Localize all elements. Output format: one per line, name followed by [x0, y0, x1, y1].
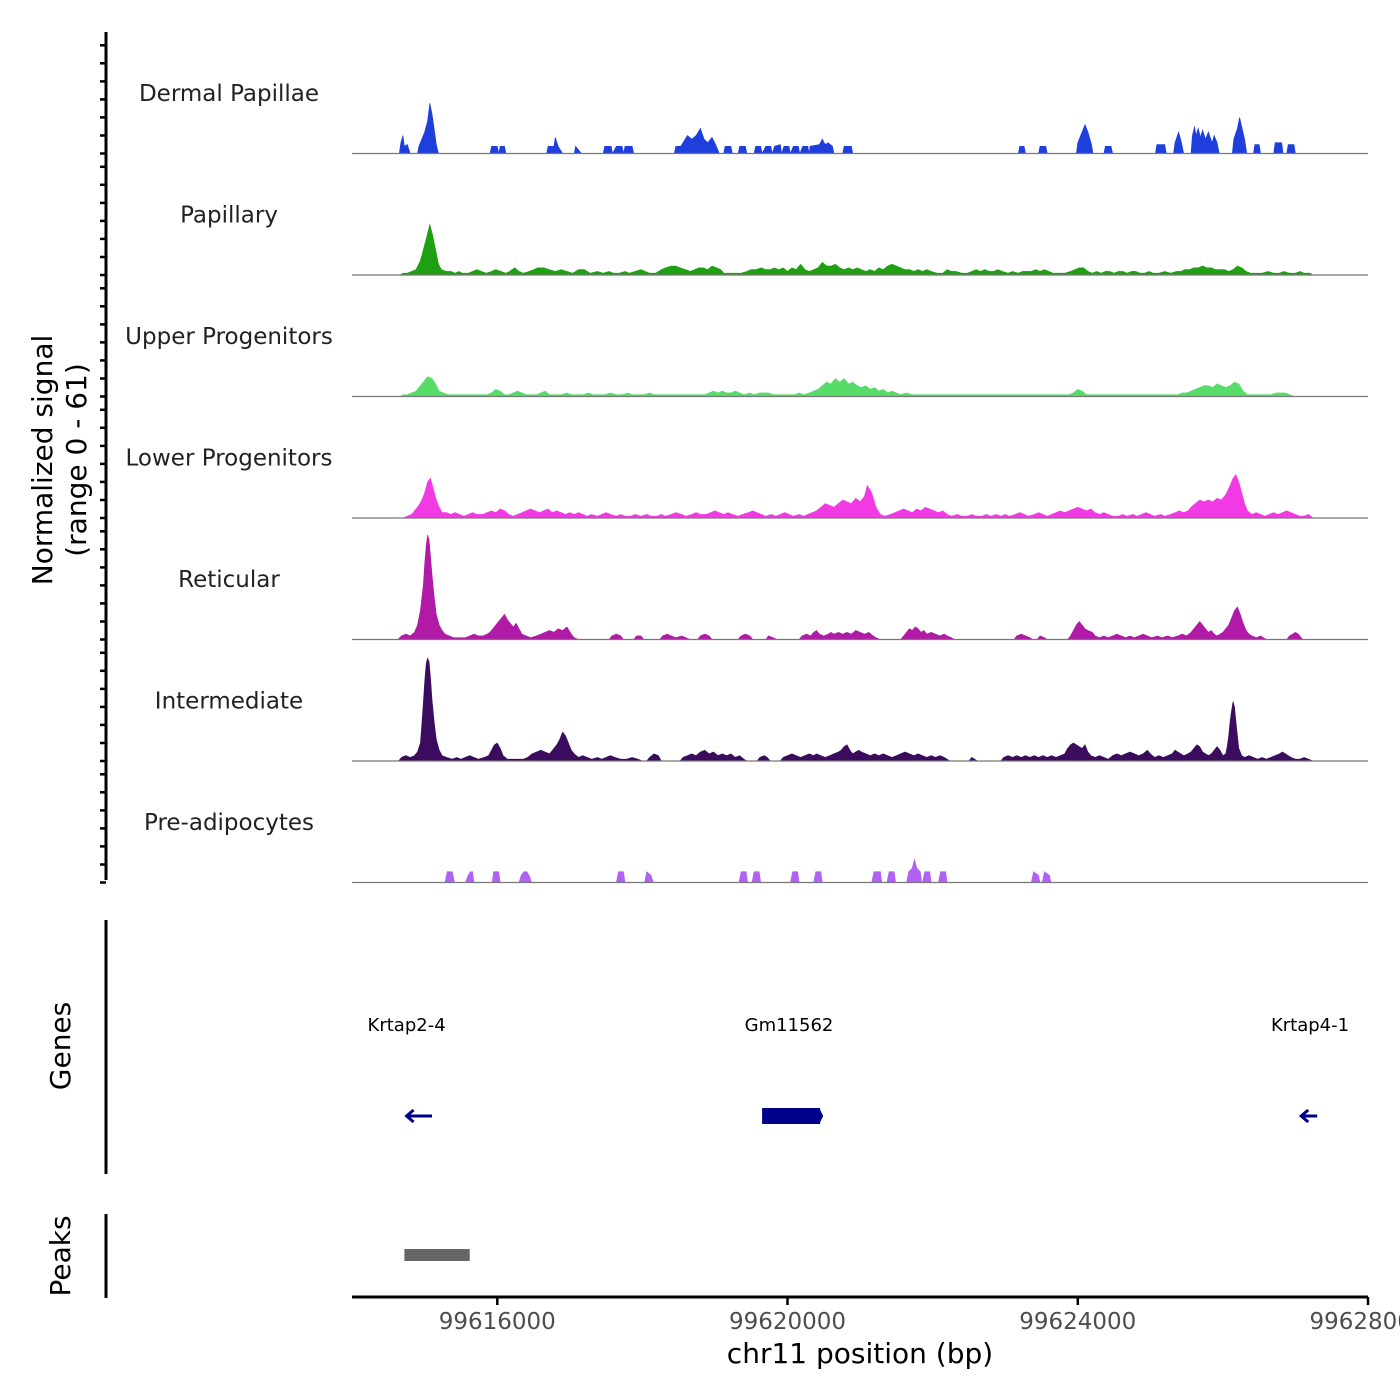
track-intermediate: Intermediate — [155, 657, 1368, 762]
gene-label: Krtap2-4 — [368, 1015, 446, 1036]
x-axis-title: chr11 position (bp) — [727, 1337, 993, 1370]
x-tick-label: 99624000 — [1019, 1309, 1136, 1335]
gene-body — [762, 1108, 821, 1124]
strand-arrow — [1298, 1108, 1310, 1124]
track-label: Lower Progenitors — [126, 445, 333, 471]
strand-arrow — [819, 1108, 824, 1124]
strand-arrow — [404, 1108, 415, 1124]
peak-region — [404, 1249, 470, 1261]
signal-area — [398, 376, 1295, 397]
gene-krtap2-4: Krtap2-4 — [368, 1015, 446, 1124]
gene-annotations: Krtap2-4 Gm11562 Krtap4-1 — [368, 1015, 1349, 1124]
tracks-y-axis-ticks — [100, 44, 106, 884]
track-label: Upper Progenitors — [125, 324, 333, 350]
peaks-panel-label: Peaks — [44, 1215, 77, 1296]
track-dermal-papillae: Dermal Papillae — [139, 81, 1368, 155]
track-reticular: Reticular — [178, 534, 1368, 641]
track-label: Papillary — [180, 202, 278, 228]
x-tick-label: 99616000 — [439, 1309, 556, 1335]
track-upper-progenitors: Upper Progenitors — [125, 324, 1368, 398]
track-label: Intermediate — [155, 688, 303, 714]
track-label: Reticular — [178, 567, 280, 593]
y-axis-title-line-2: (range 0 - 61) — [60, 363, 93, 557]
track-label: Dermal Papillae — [139, 81, 319, 107]
peak-regions — [404, 1249, 470, 1261]
gene-label: Krtap4-1 — [1271, 1015, 1349, 1036]
signal-area — [398, 102, 1296, 155]
gene-gm11562: Gm11562 — [745, 1015, 834, 1124]
signal-area — [398, 223, 1314, 276]
track-pre-adipocytes: Pre-adipocytes — [144, 810, 1368, 884]
signal-tracks: Dermal Papillae Papillary Upper Progenitor… — [125, 81, 1368, 884]
signal-area — [397, 534, 1304, 640]
genes-panel-label: Genes — [44, 1002, 77, 1090]
gene-label: Gm11562 — [745, 1015, 834, 1036]
x-axis-ticks: 99616000 99620000 99624000 99628000 — [439, 1297, 1400, 1335]
y-axis-title-line-1: Normalized signal — [26, 335, 59, 586]
track-papillary: Papillary — [180, 202, 1368, 276]
signal-area — [397, 657, 1314, 762]
x-tick-label: 99628000 — [1309, 1309, 1400, 1335]
track-label: Pre-adipocytes — [144, 810, 314, 836]
track-lower-progenitors: Lower Progenitors — [126, 445, 1368, 519]
gene-krtap4-1: Krtap4-1 — [1271, 1015, 1349, 1124]
signal-area — [444, 859, 1052, 883]
signal-area — [402, 474, 1314, 519]
x-tick-label: 99620000 — [729, 1309, 846, 1335]
